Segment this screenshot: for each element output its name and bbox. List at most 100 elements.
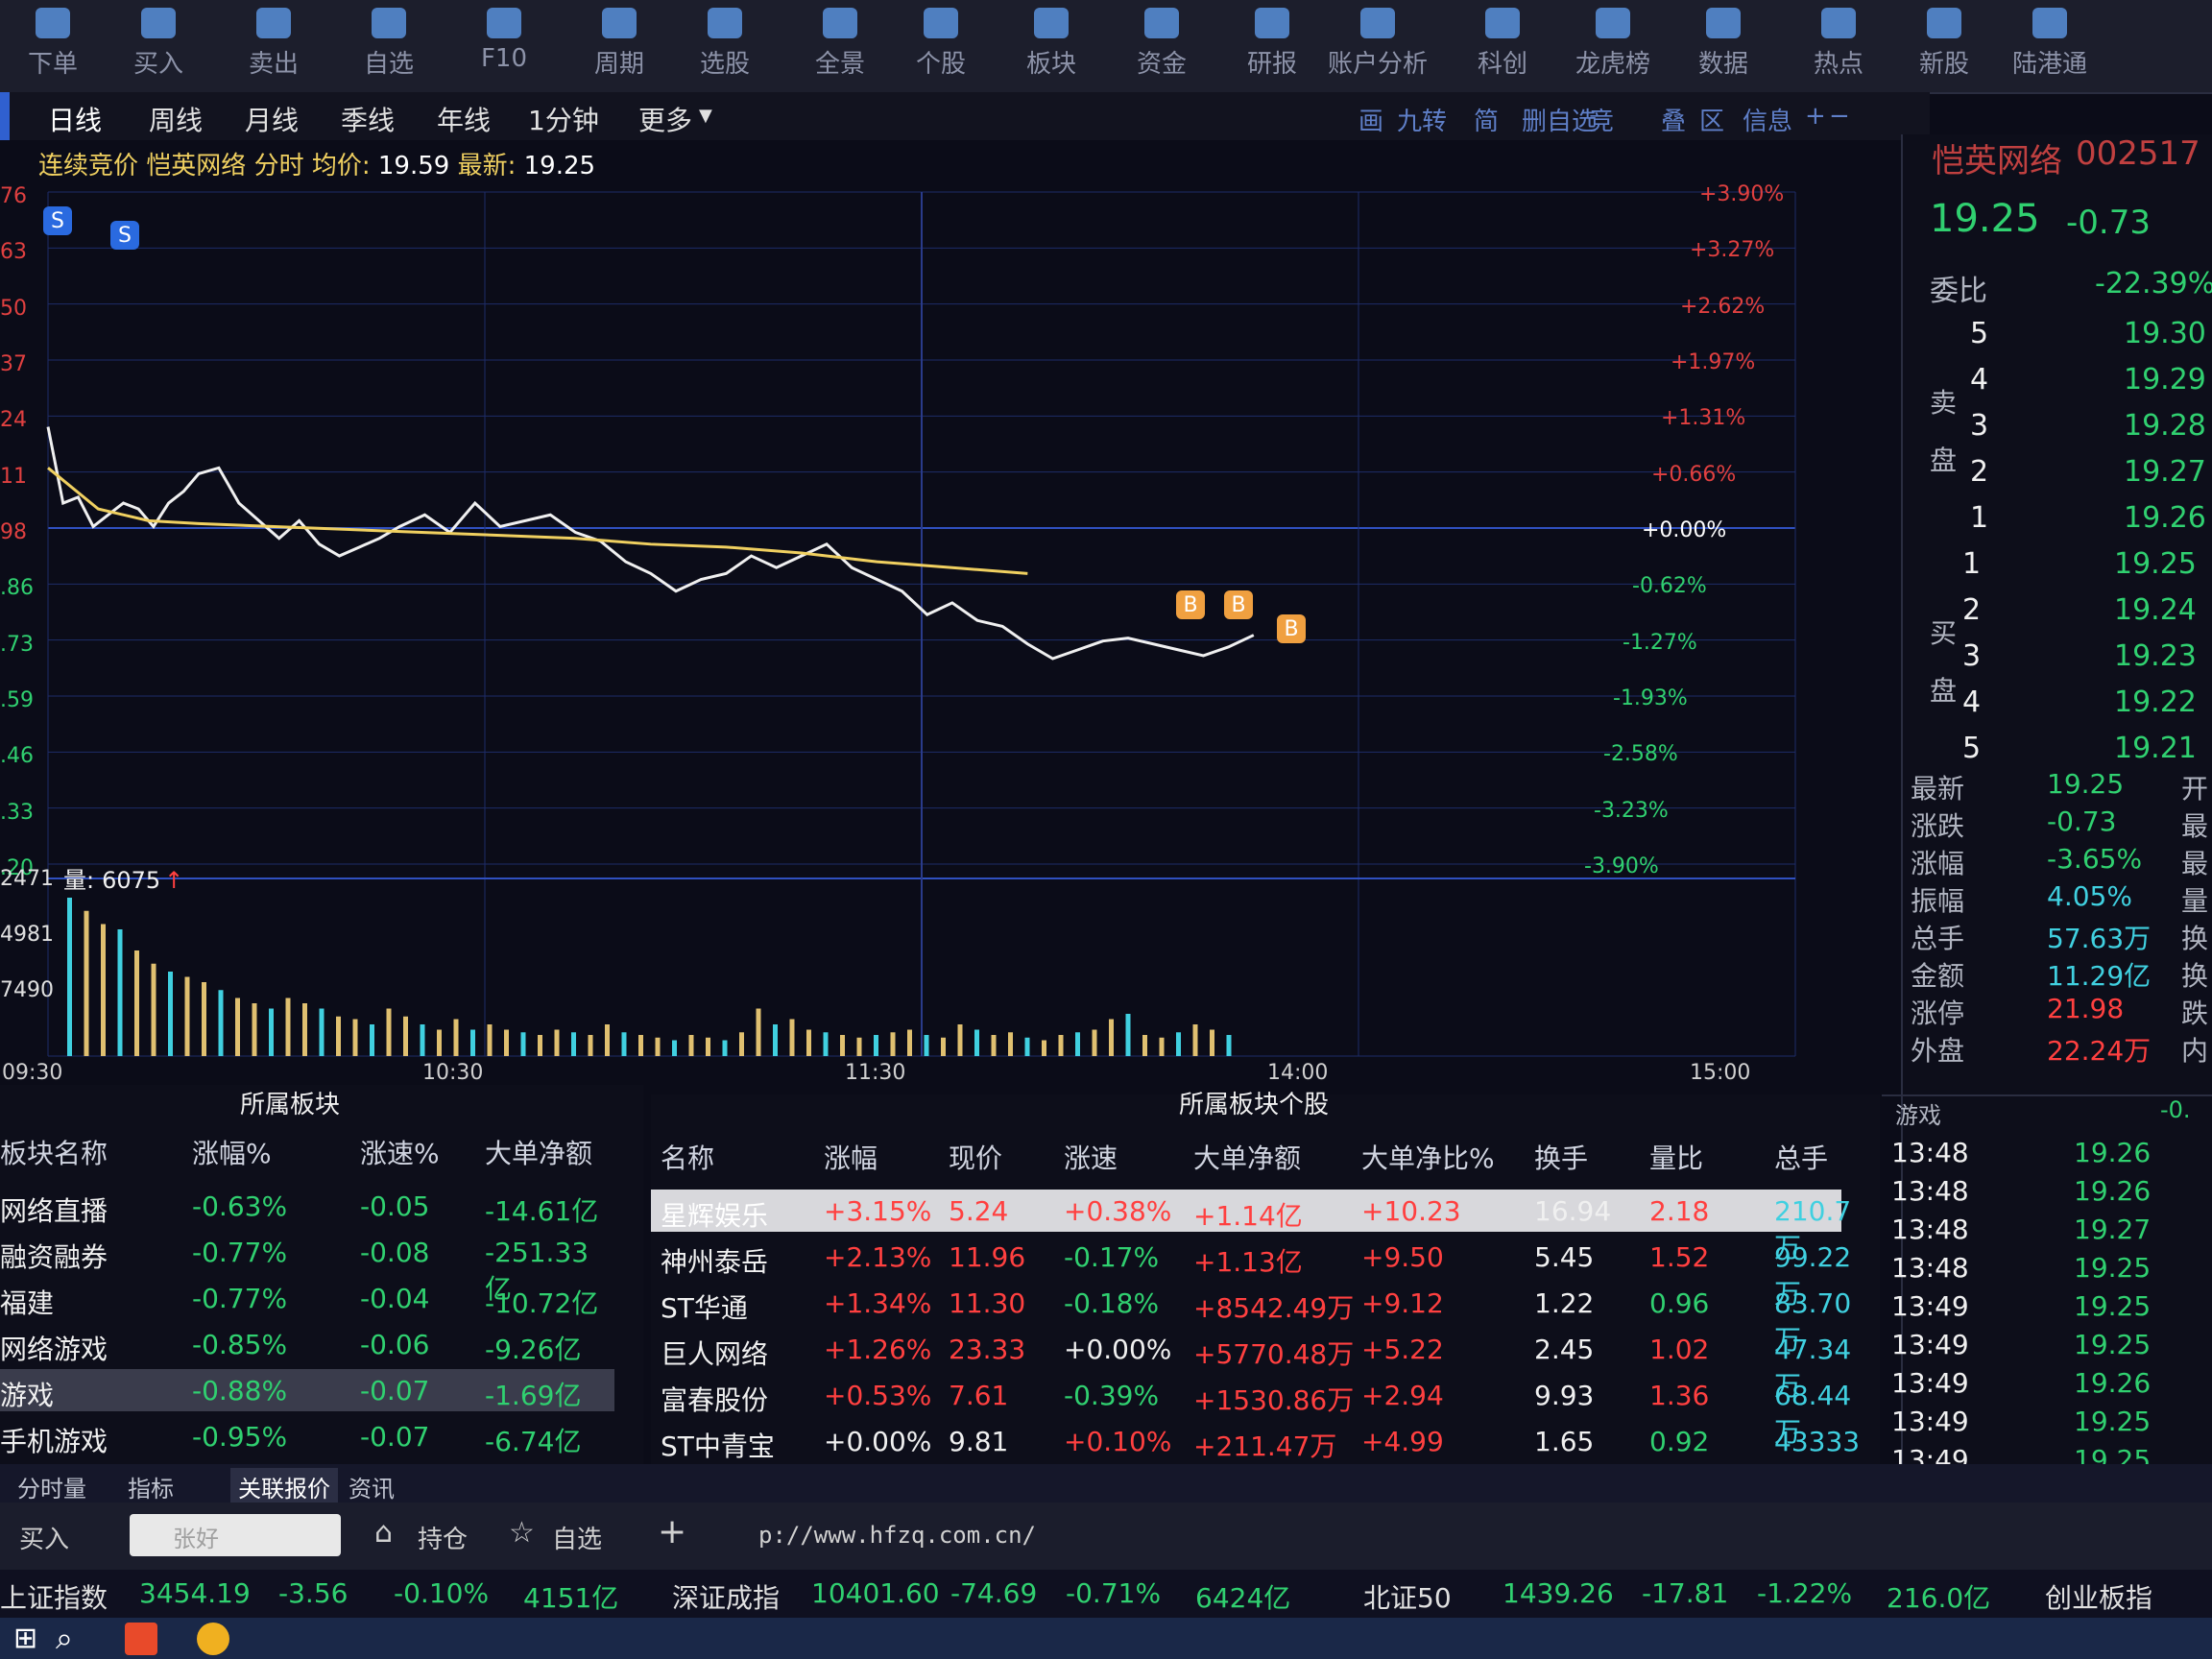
ask-price[interactable]: 19.30 — [2124, 317, 2206, 350]
index-name[interactable]: 深证成指 — [672, 1582, 781, 1614]
period-tab-6[interactable]: 更多 — [638, 105, 693, 136]
toolbar-0-button[interactable]: 下单 — [0, 0, 106, 92]
home-icon[interactable]: ⌂ — [374, 1516, 394, 1550]
toolbar-3-button[interactable]: 自选 — [336, 0, 442, 92]
index-name[interactable]: 创业板指 — [2045, 1582, 2153, 1614]
toolbar-7-button[interactable]: 全景 — [787, 0, 893, 92]
sector-row[interactable]: 融资融券 -0.77% -0.08 -251.33亿 — [0, 1237, 614, 1305]
toolbar-2-button[interactable]: 卖出 — [221, 0, 326, 92]
ask-price[interactable]: 19.26 — [2124, 501, 2206, 535]
bottom-tab-0[interactable]: 分时量 — [17, 1476, 86, 1503]
stock-row[interactable]: ST中青宝 +0.00% 9.81 +0.10% +211.47万 +4.99 1.65 0.… — [651, 1426, 1860, 1464]
sector-col-header[interactable]: 板块名称 — [0, 1138, 108, 1169]
chart-tool-9[interactable]: − — [1829, 102, 1850, 131]
chart-tool-0[interactable]: 画 — [1358, 108, 1384, 136]
period-tab-2[interactable]: 月线 — [245, 105, 300, 136]
toolbar-6-button[interactable]: 选股 — [672, 0, 778, 92]
stock-col-header[interactable]: 大单净额 — [1193, 1142, 1302, 1174]
sector-col-header[interactable]: 大单净额 — [485, 1138, 593, 1169]
chart-tool-5[interactable]: 叠 — [1661, 108, 1687, 136]
chart-tool-2[interactable]: 简 — [1474, 108, 1500, 136]
trade-marker-b[interactable]: B — [1176, 590, 1205, 619]
more-chevron-icon[interactable]: ▼ — [699, 106, 712, 126]
ask-price[interactable]: 19.29 — [2124, 363, 2206, 397]
trade-marker-s[interactable]: S — [43, 206, 72, 235]
period-tab-1[interactable]: 周线 — [149, 105, 204, 136]
stock-col-header[interactable]: 大单净比% — [1361, 1142, 1495, 1174]
app-icon-trading[interactable] — [125, 1623, 157, 1655]
sector-col-header[interactable]: 涨幅% — [192, 1138, 272, 1169]
toolbar-5-button[interactable]: 周期 — [566, 0, 672, 92]
stock-row[interactable]: 神州泰岳 +2.13% 11.96 -0.17% +1.13亿 +9.50 5.45 1.52… — [651, 1241, 1851, 1310]
period-tab-3[interactable]: 季线 — [341, 105, 396, 136]
bid-price[interactable]: 19.22 — [2114, 685, 2197, 719]
url-text[interactable]: p://www.hfzq.com.cn/ — [758, 1522, 1036, 1549]
add-tab-button[interactable]: + — [658, 1512, 687, 1551]
stock-row[interactable]: 星辉娱乐 +3.15% 5.24 +0.38% +1.14亿 +10.23 16.94 2.1… — [651, 1195, 1851, 1263]
toolbar-11-button[interactable]: 研报 — [1219, 0, 1325, 92]
stock-col-header[interactable]: 涨幅 — [824, 1142, 878, 1174]
toolbar-17-button[interactable]: 新股 — [1891, 0, 1997, 92]
trade-marker-b[interactable]: B — [1277, 614, 1306, 643]
bid-price[interactable]: 19.24 — [2114, 593, 2197, 627]
period-tab-4[interactable]: 年线 — [437, 105, 492, 136]
ask-price[interactable]: 19.27 — [2124, 455, 2206, 489]
toolbar-14-button[interactable]: 龙虎榜 — [1560, 0, 1666, 92]
chart-tool-7[interactable]: 信息 — [1743, 108, 1793, 136]
chart-tool-6[interactable]: 区 — [1699, 108, 1725, 136]
bottom-tab-3[interactable]: 资讯 — [349, 1476, 395, 1503]
stock-col-header[interactable]: 总手 — [1774, 1142, 1829, 1174]
period-tab-0[interactable]: 日线 — [48, 105, 103, 136]
sector-row[interactable]: 手机游戏 -0.95% -0.07 -6.74亿 — [0, 1421, 614, 1459]
bid-price[interactable]: 19.21 — [2114, 732, 2197, 765]
intraday-chart[interactable]: S S B B B 76 63 50 37 24 11 98 .86 .73 .59 .46 .33 .20 +3… — [0, 182, 1805, 1085]
ask-price[interactable]: 19.28 — [2124, 409, 2206, 443]
sector-col-header[interactable]: 涨速% — [360, 1138, 440, 1169]
toolbar-10-button[interactable]: 资金 — [1109, 0, 1214, 92]
bottom-tab-2[interactable]: 关联报价 — [230, 1468, 338, 1505]
bid-price[interactable]: 19.25 — [2114, 547, 2197, 581]
chart-tool-1[interactable]: 九转 — [1397, 108, 1448, 136]
stock-col-header[interactable]: 换手 — [1534, 1142, 1589, 1174]
index-name[interactable]: 北证50 — [1363, 1582, 1452, 1614]
toolbar-15-button[interactable]: 数据 — [1671, 0, 1776, 92]
marker-label: B — [1183, 593, 1197, 617]
sector-row[interactable]: 游戏 -0.88% -0.07 -1.69亿 — [0, 1375, 614, 1413]
star-icon[interactable]: ☆ — [509, 1516, 535, 1550]
period-tab-5[interactable]: 1分钟 — [528, 105, 599, 136]
stock-row[interactable]: 富春股份 +0.53% 7.61 -0.39% +1530.86万 +2.94 9.93 1.… — [651, 1380, 1851, 1448]
stock-col-header[interactable]: 现价 — [949, 1142, 1003, 1174]
sector-row[interactable]: 福建 -0.77% -0.04 -10.72亿 — [0, 1283, 614, 1321]
toolbar-18-button[interactable]: 陆港通 — [1997, 0, 2103, 92]
chart-tool-8[interactable]: + — [1805, 102, 1826, 131]
bottom-tab-1[interactable]: 指标 — [128, 1476, 174, 1503]
sector-row[interactable]: 网络游戏 -0.85% -0.06 -9.26亿 — [0, 1329, 614, 1367]
chart-tool-4[interactable]: 竞 — [1589, 108, 1615, 136]
browser-icon[interactable] — [197, 1623, 229, 1655]
stock-col-header[interactable]: 名称 — [661, 1142, 715, 1174]
toolbar-13-button[interactable]: 科创 — [1450, 0, 1555, 92]
trade-time: 13:49 — [1891, 1406, 1969, 1437]
trade-marker-b[interactable]: B — [1224, 590, 1253, 619]
toolbar-4-button[interactable]: F10 — [451, 0, 557, 92]
toolbar-16-button[interactable]: 热点 — [1786, 0, 1891, 92]
user-box[interactable] — [130, 1514, 341, 1556]
windows-start-icon[interactable]: ⊞ — [13, 1622, 38, 1655]
stock-col-header[interactable]: 量比 — [1649, 1142, 1704, 1174]
toolbar-12-button[interactable]: 账户分析 — [1325, 0, 1431, 92]
index-name[interactable]: 上证指数 — [0, 1582, 108, 1614]
search-icon[interactable]: ⌕ — [56, 1620, 73, 1656]
sector-row[interactable]: 网络直播 -0.63% -0.05 -14.61亿 — [0, 1190, 614, 1229]
stock-row[interactable]: ST华通 +1.34% 11.30 -0.18% +8542.49万 +9.12 1.22 0… — [651, 1287, 1851, 1356]
buy-button[interactable]: 买入 — [19, 1526, 70, 1554]
watchlist-button[interactable]: 自选 — [552, 1526, 603, 1554]
chart-tool-3[interactable]: 删自选 — [1522, 108, 1598, 136]
toolbar-1-button[interactable]: 买入 — [106, 0, 211, 92]
trade-marker-s[interactable]: S — [110, 221, 139, 250]
toolbar-8-button[interactable]: 个股 — [888, 0, 994, 92]
bid-price[interactable]: 19.23 — [2114, 639, 2197, 673]
stock-row[interactable]: 巨人网络 +1.26% 23.33 +0.00% +5770.48万 +5.22 2.45 1… — [651, 1334, 1851, 1402]
stock-col-header[interactable]: 涨速 — [1064, 1142, 1118, 1174]
holdings-button[interactable]: 持仓 — [418, 1526, 469, 1554]
toolbar-9-button[interactable]: 板块 — [998, 0, 1104, 92]
